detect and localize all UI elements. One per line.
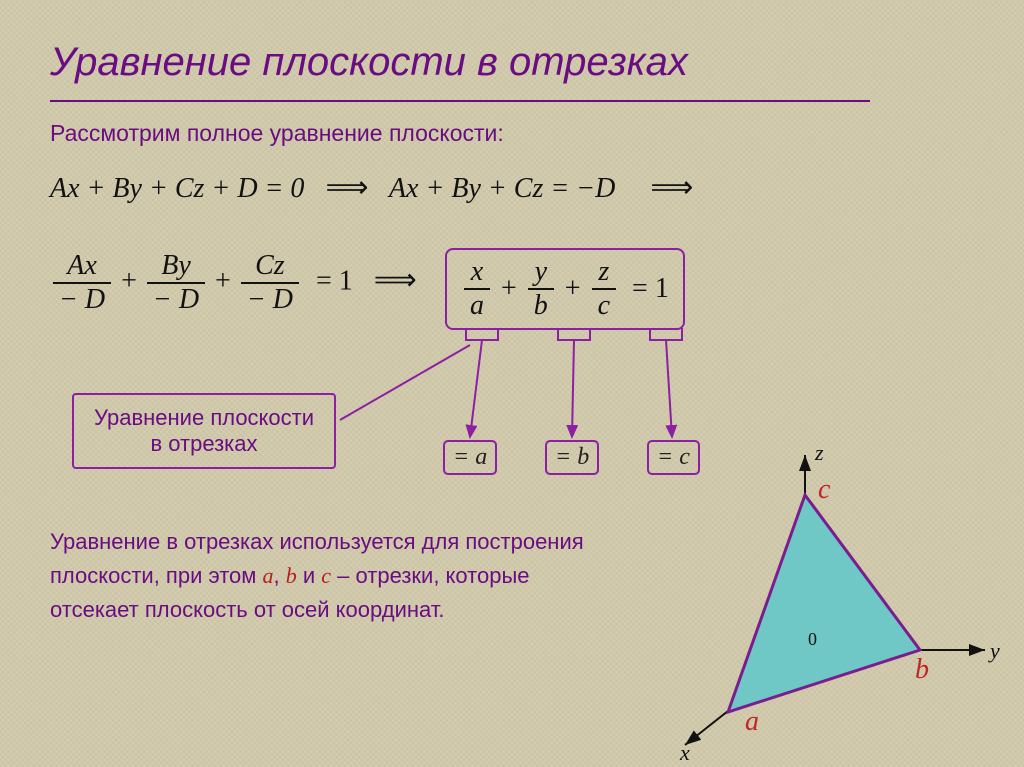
- frac-num: By: [147, 250, 205, 282]
- frac-den: c: [592, 288, 616, 322]
- frac-z: z c: [592, 256, 616, 322]
- eq-one-2: = 1: [632, 273, 669, 305]
- eq1-right: Ax + By + Cz = −D: [389, 173, 615, 204]
- result-b: = b: [545, 440, 599, 475]
- frac-y: y b: [528, 256, 554, 322]
- desc-comma: ,: [274, 563, 286, 588]
- frac-3: Cz − D: [241, 250, 299, 316]
- implies-arrow-3: ⟹: [374, 263, 417, 296]
- frac-x: x a: [464, 256, 490, 322]
- point-c: c: [818, 474, 831, 505]
- desc-b: b: [286, 563, 297, 588]
- frac-num: Ax: [53, 250, 111, 282]
- frac-num: z: [592, 256, 616, 288]
- label-intercept-equation: Уравнение плоскости в отрезках: [72, 393, 336, 469]
- axis-y-label: y: [988, 638, 1000, 663]
- subtitle: Рассмотрим полное уравнение плоскости:: [50, 120, 504, 147]
- label-line1: Уравнение плоскости: [94, 405, 314, 431]
- result-a: = a: [443, 440, 497, 475]
- frac-num: Cz: [241, 250, 299, 282]
- equation-general: Ax + By + Cz + D = 0 ⟹ Ax + By + Cz = −D…: [50, 170, 693, 205]
- equation-fractions: Ax − D + By − D + Cz − D = 1 ⟹: [50, 250, 417, 316]
- eq1-left: Ax + By + Cz + D = 0: [50, 173, 304, 204]
- eq-one: = 1: [316, 265, 353, 296]
- origin-label: 0: [808, 629, 817, 649]
- title-underline: [50, 100, 870, 102]
- implies-arrow-2: ⟹: [650, 171, 693, 204]
- desc-c: c: [321, 563, 331, 588]
- equation-intercept-form: x a + y b + z c = 1: [445, 248, 685, 330]
- frac-den: a: [464, 288, 490, 322]
- desc-and: и: [297, 563, 322, 588]
- frac-num: y: [528, 256, 554, 288]
- frac-den: b: [528, 288, 554, 322]
- frac-num: x: [464, 256, 490, 288]
- point-a: a: [745, 706, 759, 737]
- frac-1: Ax − D: [53, 250, 111, 316]
- axis-z-label: z: [814, 440, 824, 465]
- frac-den: − D: [53, 282, 111, 316]
- page-title: Уравнение плоскости в отрезках: [50, 40, 688, 85]
- plane-diagram: z y x 0 c b a: [640, 440, 1010, 760]
- point-b: b: [915, 654, 929, 685]
- frac-den: − D: [241, 282, 299, 316]
- implies-arrow-1: ⟹: [325, 171, 368, 204]
- axis-x-label: x: [679, 740, 690, 760]
- description-text: Уравнение в отрезках используется для по…: [50, 525, 600, 627]
- frac-den: − D: [147, 282, 205, 316]
- frac-2: By − D: [147, 250, 205, 316]
- label-line2: в отрезках: [94, 431, 314, 457]
- desc-a: a: [263, 563, 274, 588]
